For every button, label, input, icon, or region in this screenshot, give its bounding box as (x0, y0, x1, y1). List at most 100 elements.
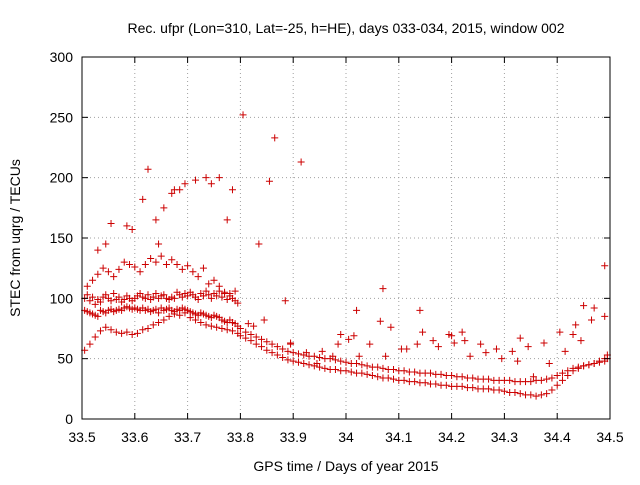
data-point (244, 320, 252, 328)
data-point (223, 326, 231, 334)
data-point (532, 392, 540, 400)
data-point (271, 134, 279, 142)
data-point (382, 352, 390, 360)
y-tick-label: 50 (57, 351, 73, 367)
data-point (168, 256, 176, 264)
data-point (482, 349, 490, 357)
data-point (236, 332, 244, 340)
data-point (252, 333, 260, 341)
data-point (368, 372, 376, 380)
data-points (81, 111, 611, 400)
data-point (537, 391, 545, 399)
data-point (485, 375, 493, 383)
data-point (207, 294, 215, 302)
data-point (416, 306, 424, 314)
data-point (588, 316, 596, 324)
data-point (363, 370, 371, 378)
data-point (279, 345, 287, 353)
data-point (289, 349, 297, 357)
data-point (107, 297, 115, 305)
data-point (379, 285, 387, 293)
data-point (184, 292, 192, 300)
data-point (273, 343, 281, 351)
data-point (144, 165, 152, 173)
data-point (141, 294, 149, 302)
data-point (94, 270, 102, 278)
data-point (120, 296, 128, 304)
data-point (419, 328, 427, 336)
data-point (247, 331, 255, 339)
data-point (202, 321, 210, 329)
data-point (165, 312, 173, 320)
data-point (213, 323, 221, 331)
data-point (160, 291, 168, 299)
data-point (155, 240, 163, 248)
data-point (242, 334, 250, 342)
data-point (268, 340, 276, 348)
data-point (170, 294, 178, 302)
data-point (149, 321, 157, 329)
data-point (96, 327, 104, 335)
data-point (189, 268, 197, 276)
data-point (194, 273, 202, 281)
data-point (294, 358, 302, 366)
data-point (558, 369, 566, 377)
data-point (450, 339, 458, 347)
data-point (553, 372, 561, 380)
data-point (376, 317, 384, 325)
data-point (485, 385, 493, 393)
data-point (289, 357, 297, 365)
data-point (205, 280, 213, 288)
data-point (508, 347, 516, 355)
data-point (250, 322, 258, 330)
data-point (181, 309, 189, 317)
data-point (91, 333, 99, 341)
data-point (218, 293, 226, 301)
data-point (305, 361, 313, 369)
data-point (255, 240, 263, 248)
data-point (556, 328, 564, 336)
data-point (83, 291, 91, 299)
data-point (384, 374, 392, 382)
data-point (152, 258, 160, 266)
data-point (469, 374, 477, 382)
data-point (258, 335, 266, 343)
data-point (265, 177, 273, 185)
data-point (99, 264, 107, 272)
data-point (548, 386, 556, 394)
data-point (170, 310, 178, 318)
data-point (514, 357, 522, 365)
data-point (448, 372, 456, 380)
data-point (466, 352, 474, 360)
data-point (601, 312, 609, 320)
data-point (342, 358, 350, 366)
data-point (152, 305, 160, 313)
data-point (184, 262, 192, 270)
x-tick-label: 34.2 (438, 429, 465, 445)
data-point (110, 290, 118, 298)
data-point (353, 306, 361, 314)
data-point (162, 261, 170, 269)
data-point (215, 174, 223, 182)
data-point (210, 276, 218, 284)
data-point (234, 299, 242, 307)
data-point (390, 366, 398, 374)
data-point (316, 353, 324, 361)
data-point (247, 337, 255, 345)
data-point (411, 378, 419, 386)
data-point (337, 357, 345, 365)
data-point (178, 293, 186, 301)
data-point (498, 355, 506, 363)
data-point (358, 369, 366, 377)
data-point (144, 291, 152, 299)
data-point (595, 358, 603, 366)
data-point (110, 273, 118, 281)
data-point (469, 384, 477, 392)
data-point (221, 288, 229, 296)
data-point (495, 386, 503, 394)
data-point (561, 347, 569, 355)
data-point (347, 368, 355, 376)
axis-ticks: 33.5 33.6 33.7 33.8 33.9 34 34.1 34.2 34.3 34.4 34… (50, 49, 624, 445)
data-point (131, 263, 139, 271)
data-point (543, 390, 551, 398)
